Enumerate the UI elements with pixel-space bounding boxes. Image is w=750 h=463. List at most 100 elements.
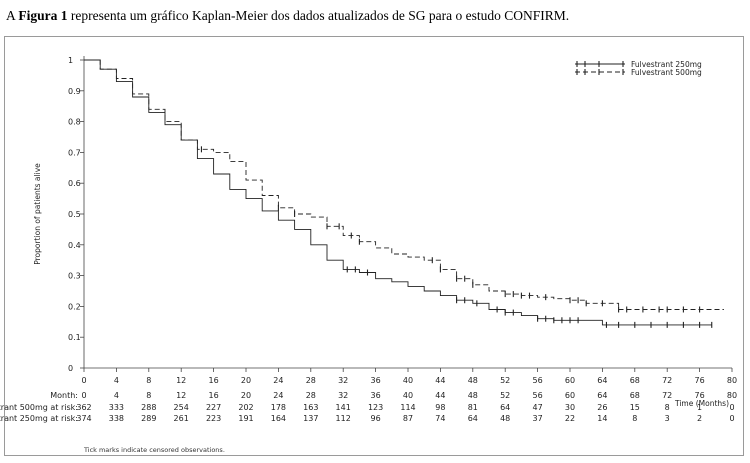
risk-table-month: 60: [565, 391, 575, 400]
risk-table-month: 36: [371, 391, 381, 400]
risk-table-month: 32: [338, 391, 348, 400]
risk-table-value: 8: [632, 414, 637, 423]
y-tick-label: 0.6: [68, 179, 81, 188]
risk-table-month: 64: [597, 391, 607, 400]
risk-table-value: 338: [109, 414, 124, 423]
x-tick-label: 44: [435, 376, 445, 385]
risk-table-month: 68: [630, 391, 640, 400]
x-tick-label: 64: [597, 376, 607, 385]
risk-table-value: 191: [238, 414, 253, 423]
y-tick-label: 0.2: [68, 302, 81, 311]
x-tick-label: 72: [662, 376, 672, 385]
risk-table-value: 64: [468, 414, 478, 423]
legend-label: Fulvestrant 500mg: [631, 68, 702, 77]
risk-table-month: 20: [241, 391, 251, 400]
x-axis-label: Time (Months): [674, 399, 729, 408]
x-tick-label: 80: [727, 376, 737, 385]
x-tick-label: 4: [114, 376, 119, 385]
caption-figure-label: Figura 1: [18, 8, 68, 23]
risk-table-value: 362: [76, 403, 91, 412]
x-tick-label: 12: [176, 376, 186, 385]
risk-table-month: 16: [209, 391, 219, 400]
risk-table-month: 76: [695, 391, 705, 400]
risk-table-value: 333: [109, 403, 124, 412]
risk-table-month: 52: [500, 391, 510, 400]
risk-table-value: 254: [174, 403, 189, 412]
x-tick-label: 76: [695, 376, 705, 385]
x-tick-label: 8: [146, 376, 151, 385]
risk-table-value: 1: [697, 403, 702, 412]
risk-table-month: 48: [468, 391, 478, 400]
y-tick-label: 0.4: [68, 241, 81, 250]
risk-table-value: 22: [565, 414, 575, 423]
risk-table-month: 12: [176, 391, 186, 400]
risk-table-value: 74: [435, 414, 445, 423]
x-tick-label: 24: [273, 376, 283, 385]
risk-table-value: 141: [336, 403, 351, 412]
risk-table-value: 137: [303, 414, 318, 423]
risk-table-value: 123: [368, 403, 383, 412]
risk-table-value: 81: [468, 403, 478, 412]
risk-table-value: 261: [174, 414, 189, 423]
risk-table-value: 26: [597, 403, 607, 412]
risk-table-value: 227: [206, 403, 221, 412]
risk-table-value: 37: [533, 414, 543, 423]
x-tick-label: 20: [241, 376, 251, 385]
risk-table-value: 223: [206, 414, 221, 423]
series-line-fulvestrant-250mg: [84, 59, 712, 326]
risk-table-value: 30: [565, 403, 575, 412]
legend-label: Fulvestrant 250mg: [631, 60, 702, 69]
risk-table-month: 24: [273, 391, 283, 400]
risk-table-value: 112: [336, 414, 351, 423]
risk-table-month: 4: [114, 391, 119, 400]
x-tick-label: 60: [565, 376, 575, 385]
caption-prefix: A: [6, 8, 19, 23]
y-tick-label: 0.5: [68, 210, 81, 219]
risk-table-value: 2: [697, 414, 702, 423]
x-tick-label: 68: [630, 376, 640, 385]
x-tick-label: 52: [500, 376, 510, 385]
risk-table-value: 15: [630, 403, 640, 412]
y-tick-label: 0.8: [68, 118, 81, 127]
y-tick-label: 1: [68, 56, 73, 65]
risk-table-month: 72: [662, 391, 672, 400]
risk-table-value: 0: [729, 414, 734, 423]
risk-table-value: 288: [141, 403, 156, 412]
y-tick-label: 0: [68, 364, 73, 373]
risk-table-month: 80: [727, 391, 737, 400]
risk-table-month: 40: [403, 391, 413, 400]
x-tick-label: 56: [533, 376, 543, 385]
risk-table-row-label: Fulvestrant 500mg at risk:: [0, 403, 78, 412]
y-tick-label: 0.7: [68, 148, 81, 157]
y-tick-label: 0.3: [68, 272, 81, 281]
risk-table-value: 289: [141, 414, 156, 423]
risk-table-value: 3: [665, 414, 670, 423]
risk-table-header: Month:: [50, 391, 78, 400]
risk-table-value: 163: [303, 403, 318, 412]
chart-frame: [4, 36, 744, 456]
risk-table-value: 87: [403, 414, 413, 423]
risk-table-value: 98: [435, 403, 445, 412]
risk-table-value: 64: [500, 403, 510, 412]
risk-table-value: 96: [371, 414, 381, 423]
y-tick-label: 0.1: [68, 333, 81, 342]
risk-table-value: 14: [597, 414, 607, 423]
risk-table-value: 47: [533, 403, 543, 412]
risk-table-month: 0: [81, 391, 86, 400]
risk-table-month: 56: [533, 391, 543, 400]
footnote: Tick marks indicate censored observation…: [83, 446, 225, 454]
x-tick-label: 40: [403, 376, 413, 385]
x-tick-label: 36: [371, 376, 381, 385]
risk-table-month: 8: [146, 391, 151, 400]
risk-table-value: 48: [500, 414, 510, 423]
risk-table-value: 0: [729, 403, 734, 412]
x-tick-label: 0: [81, 376, 86, 385]
caption-text: representa um gráfico Kaplan-Meier dos d…: [67, 8, 570, 23]
risk-table-month: 44: [435, 391, 445, 400]
risk-table-value: 374: [76, 414, 91, 423]
y-tick-label: 0.9: [68, 87, 81, 96]
y-axis-label: Proportion of patients alive: [33, 163, 42, 265]
risk-table-value: 178: [271, 403, 286, 412]
risk-table-value: 164: [271, 414, 286, 423]
